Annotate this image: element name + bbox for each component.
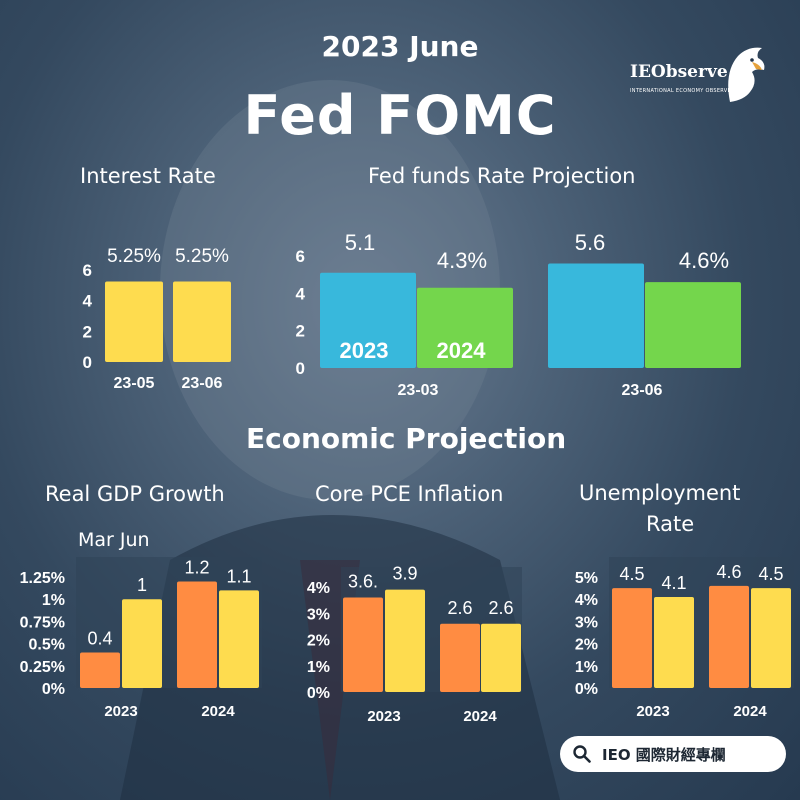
gdp-data-label: 0.4: [87, 628, 112, 648]
pce-ytick-label: 3%: [307, 606, 330, 623]
fedfunds-bar: [548, 263, 644, 368]
unemp-bar: [751, 588, 791, 688]
pce-category-label: 2024: [463, 708, 497, 725]
gdp-category-label: 2024: [201, 703, 235, 720]
pce-bar: [440, 623, 480, 692]
pce-ytick-label: 4%: [307, 580, 330, 597]
pce-data-label: 2.6: [447, 598, 472, 618]
gdp-legend-note: Mar Jun: [78, 529, 150, 551]
fedfunds-bar: [320, 272, 416, 368]
pce-ytick-label: 1%: [307, 659, 330, 676]
fedfunds-bar: [417, 287, 513, 368]
interest-bar: [173, 281, 231, 362]
gdp-data-label: 1.1: [226, 566, 251, 586]
gdp-bar: [219, 590, 259, 688]
pce-data-label: 3.6.: [348, 572, 378, 592]
fedfunds-series-label: 2023: [340, 338, 389, 363]
fedfunds-data-label: 4.6%: [679, 248, 729, 273]
pce-ytick-label: 0%: [307, 685, 330, 702]
fed-funds-title: Fed funds Rate Projection: [368, 164, 636, 188]
search-bar[interactable]: IEO 國際財經專欄: [560, 736, 786, 772]
fedfunds-bar: [645, 282, 741, 368]
gdp-category-label: 2023: [104, 703, 137, 720]
gdp-ytick-label: 0.25%: [20, 659, 65, 676]
page-title: Fed FOMC: [243, 84, 557, 147]
pce-title: Core PCE Inflation: [315, 482, 504, 506]
gdp-bar: [80, 652, 120, 688]
pce-bar: [385, 589, 425, 692]
logo: IEObserve INTERNATIONAL ECONOMY OBSERVE: [626, 42, 776, 106]
fedfunds-data-label: 5.6: [575, 230, 606, 255]
gdp-data-label: 1: [137, 575, 147, 595]
pce-data-label: 2.6: [488, 598, 513, 618]
unemp-ytick-label: 4%: [575, 592, 598, 609]
interest-data-label: 5.25%: [175, 246, 229, 267]
unemp-bar: [709, 585, 749, 688]
gdp-ytick-label: 0%: [42, 681, 65, 698]
interest-ytick-label: 6: [83, 261, 92, 280]
unemp-ytick-label: 3%: [575, 614, 598, 631]
interest-category-label: 23-06: [182, 375, 223, 392]
economic-projection-title: Economic Projection: [246, 422, 567, 455]
interest-bar: [105, 281, 163, 362]
unemp-data-label: 4.1: [661, 573, 686, 593]
search-icon: [573, 745, 591, 763]
pce-ytick-label: 2%: [307, 633, 330, 650]
gdp-ytick-label: 0.5%: [29, 637, 65, 654]
gdp-ytick-label: 1.25%: [20, 570, 65, 587]
unemp-data-label: 4.5: [758, 564, 783, 584]
search-label: IEO 國際財經專欄: [602, 745, 726, 764]
eagle-icon: [728, 47, 765, 102]
pce-bar: [343, 597, 383, 692]
interest-category-label: 23-05: [114, 375, 155, 392]
gdp-ytick-label: 1%: [42, 592, 65, 609]
gdp-ytick-label: 0.75%: [20, 614, 65, 631]
pce-data-label: 3.9: [392, 564, 417, 584]
unemp-bar: [654, 596, 694, 688]
unemp-ytick-label: 0%: [575, 681, 598, 698]
unemp-ytick-label: 1%: [575, 659, 598, 676]
interest-ytick-label: 0: [83, 353, 92, 372]
fedfunds-series-label: 2024: [437, 338, 487, 363]
fedfunds-data-label: 5.1: [345, 230, 376, 255]
unemp-data-label: 4.5: [619, 564, 644, 584]
subtitle: 2023 June: [321, 30, 479, 63]
unemp-data-label: 4.6: [716, 562, 741, 582]
interest-ytick-label: 4: [83, 292, 93, 311]
unemp-category-label: 2024: [733, 703, 767, 720]
interest-data-label: 5.25%: [107, 246, 161, 267]
fedfunds-ytick-label: 4: [296, 284, 306, 303]
interest-ytick-label: 2: [83, 322, 92, 341]
gdp-bar: [177, 581, 217, 688]
gdp-data-label: 1.2: [184, 557, 209, 577]
logo-name: IEObserve: [630, 62, 728, 82]
unemp-bar: [612, 588, 652, 688]
unemp-category-label: 2023: [636, 703, 669, 720]
unemployment-title-line2: Rate: [646, 512, 695, 536]
fedfunds-ytick-label: 2: [296, 322, 305, 341]
pce-bar: [481, 623, 521, 692]
logo-tagline: INTERNATIONAL ECONOMY OBSERVE: [630, 88, 731, 94]
interest-rate-title: Interest Rate: [80, 164, 216, 188]
unemployment-title-line1: Unemployment: [579, 481, 741, 505]
fedfunds-ytick-label: 0: [296, 359, 305, 378]
gdp-bar: [122, 599, 162, 688]
unemp-ytick-label: 2%: [575, 637, 598, 654]
fedfunds-category-label: 23-03: [398, 382, 439, 399]
pce-category-label: 2023: [367, 708, 400, 725]
fedfunds-category-label: 23-06: [622, 382, 663, 399]
gdp-title: Real GDP Growth: [45, 482, 225, 506]
fedfunds-ytick-label: 6: [296, 247, 305, 266]
unemp-ytick-label: 5%: [575, 570, 598, 587]
fedfunds-data-label: 4.3%: [437, 248, 487, 273]
